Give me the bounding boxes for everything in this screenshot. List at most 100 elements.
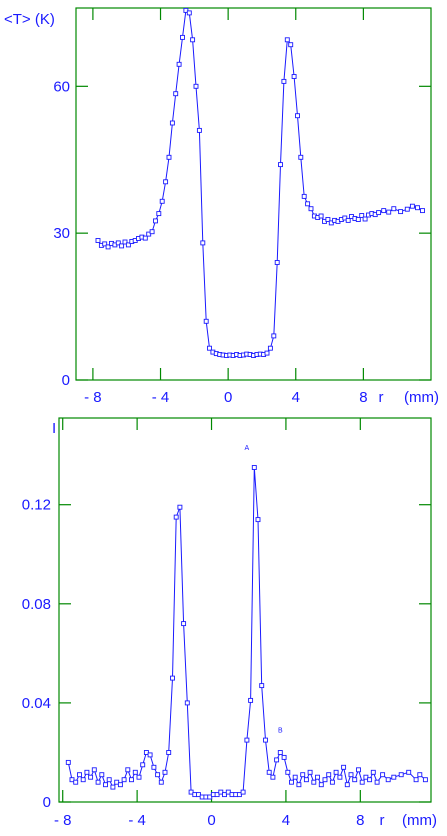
- temperature-profile-chart: - 8 - 4 0 4 8 0 30 60 <T> (K) r (mm): [4, 7, 439, 406]
- data-point: [264, 350, 270, 356]
- data-point: [140, 762, 146, 768]
- data-point: [301, 193, 307, 199]
- data-point: [289, 779, 294, 785]
- data-point: [359, 213, 365, 218]
- data-point: [355, 217, 361, 222]
- x-tick-label: 0: [224, 389, 232, 406]
- data-point: [222, 792, 227, 798]
- data-point: [305, 201, 311, 207]
- data-point: [417, 772, 423, 778]
- data-point: [132, 769, 138, 775]
- data-point: [380, 772, 386, 778]
- x-axis-label: (mm): [404, 389, 439, 406]
- data-point: [356, 767, 361, 773]
- data-point: [225, 789, 231, 795]
- data-point: [406, 769, 412, 775]
- data-point: [263, 737, 268, 743]
- data-point: [267, 345, 273, 351]
- data-point: [80, 777, 86, 783]
- annotation-label: A: [245, 445, 250, 452]
- data-point: [147, 752, 153, 758]
- data-point: [105, 244, 111, 250]
- data-point: [296, 782, 302, 788]
- data-point: [374, 779, 380, 785]
- annotation-label: B: [278, 728, 283, 735]
- data-point: [151, 764, 157, 770]
- intensity-profile-chart: - 8 - 4 0 4 8 0 0.04 0.08 0.12 Ir (mm) A B: [22, 417, 437, 829]
- data-point: [103, 782, 108, 788]
- data-point: [362, 216, 368, 222]
- data-point: [149, 229, 155, 235]
- data-point: [163, 179, 169, 185]
- data-point: [413, 777, 419, 783]
- data-point: [181, 621, 187, 627]
- data-point: [248, 697, 254, 703]
- data-point: [281, 754, 287, 760]
- data-point: [69, 777, 75, 783]
- data-point: [386, 209, 392, 215]
- data-point: [303, 777, 309, 783]
- x-tick-label: 8: [356, 812, 364, 829]
- data-point: [398, 209, 404, 215]
- data-point: [266, 769, 272, 775]
- data-point: [274, 757, 280, 763]
- data-point: [391, 774, 397, 780]
- y-tick-label: 0: [62, 372, 70, 389]
- plot-frame: [58, 417, 432, 803]
- x-axis-label: (mm): [402, 812, 437, 829]
- data-point: [119, 243, 125, 249]
- data-point: [281, 78, 287, 84]
- data-point: [65, 759, 71, 765]
- x-tick-label: - 4: [152, 389, 170, 406]
- data-point: [326, 772, 332, 778]
- data-point: [271, 333, 277, 339]
- y-tick-label: 0.04: [22, 695, 51, 712]
- data-point: [88, 774, 94, 780]
- data-point: [236, 792, 242, 798]
- data-point: [156, 211, 162, 217]
- data-point: [311, 779, 317, 785]
- data-point: [308, 206, 314, 212]
- data-point: [117, 782, 123, 788]
- x-tick-label: 0: [207, 812, 215, 829]
- data-point: [166, 750, 172, 755]
- data-point: [404, 206, 410, 212]
- data-point: [376, 210, 382, 216]
- data-point: [251, 465, 257, 470]
- data-point: [295, 113, 300, 119]
- y-tick-label: 0: [43, 794, 51, 811]
- data-point: [298, 154, 304, 160]
- data-point: [155, 772, 161, 778]
- x-tick-label: - 8: [54, 812, 72, 829]
- data-point: [244, 737, 250, 743]
- data-point: [162, 769, 168, 775]
- data-point: [337, 774, 343, 780]
- data-point: [173, 91, 179, 97]
- data-point: [300, 772, 306, 778]
- x-tick-label: - 4: [128, 812, 146, 829]
- x-axis-label: r: [380, 812, 385, 829]
- data-point: [370, 769, 376, 775]
- data-point: [315, 774, 320, 780]
- data-point: [348, 772, 354, 778]
- data-point: [173, 514, 179, 520]
- data-point: [291, 74, 297, 79]
- data-point: [102, 241, 108, 247]
- data-point: [95, 779, 101, 785]
- data-point: [385, 777, 391, 783]
- data-point: [218, 789, 224, 795]
- data-point: [125, 242, 131, 248]
- data-point: [318, 213, 324, 219]
- data-point: [274, 260, 280, 265]
- data-point: [341, 764, 347, 770]
- data-point: [240, 789, 246, 795]
- data-point: [329, 779, 335, 785]
- data-point: [322, 777, 328, 783]
- series-line: [97, 9, 423, 357]
- data-point: [318, 782, 324, 788]
- data-point: [420, 208, 425, 214]
- data-point: [284, 37, 290, 43]
- data-point: [180, 34, 185, 40]
- data-point: [158, 779, 164, 785]
